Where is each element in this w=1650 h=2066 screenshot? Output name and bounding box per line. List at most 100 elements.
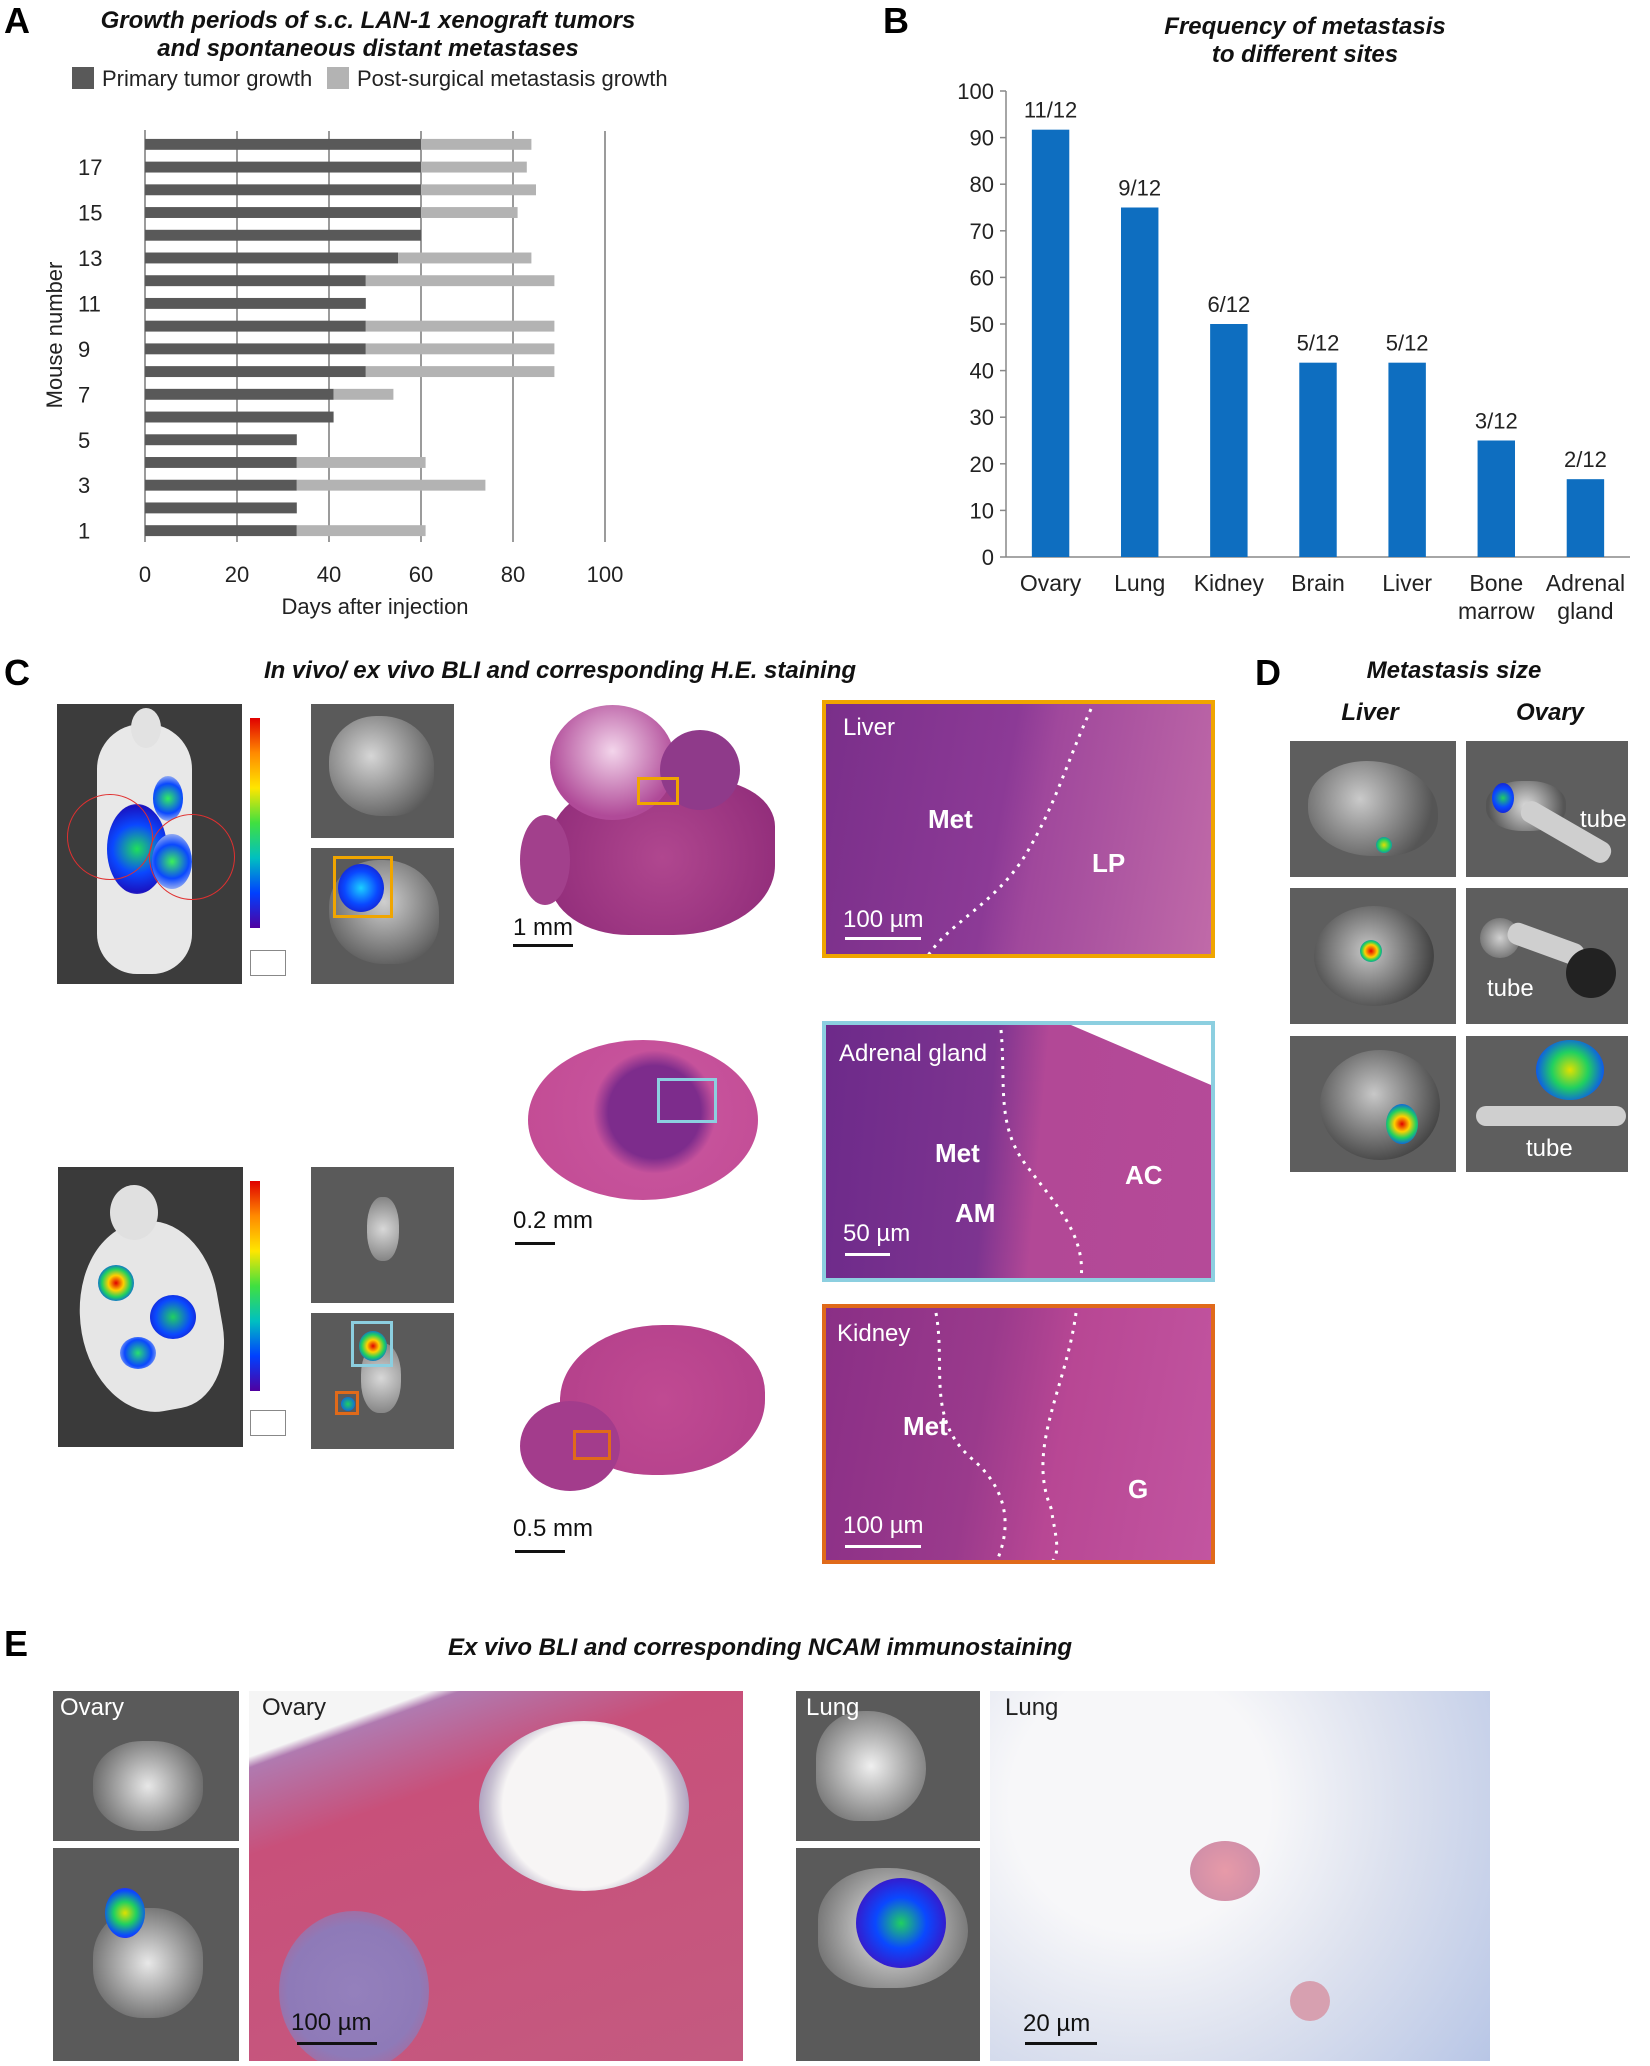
bar-primary-mouse-17 xyxy=(145,161,421,173)
chart-b-y-tick: 0 xyxy=(982,545,994,570)
chart-a-y-label: Mouse number xyxy=(42,262,67,409)
lp-label: LP xyxy=(1092,848,1126,878)
bar-post-surgical-mouse-3 xyxy=(296,479,486,491)
chart-a-y-tick: 13 xyxy=(78,246,102,271)
ex-vivo-liver-image xyxy=(311,704,454,838)
chart-b-y-tick: 70 xyxy=(970,219,994,244)
bar-primary-mouse-6 xyxy=(145,411,334,423)
bar-post-surgical-mouse-7 xyxy=(333,388,394,400)
bar-primary-mouse-1 xyxy=(145,525,297,537)
panel-letter-e: E xyxy=(4,1623,29,1664)
bar-lung xyxy=(1120,207,1159,557)
micro-scale-kidney: 100 µm xyxy=(843,1512,924,1539)
scale-label-liver: 1 mm xyxy=(513,914,573,941)
legend-label-primary: Primary tumor growth xyxy=(102,66,312,91)
e-lung-label-1: Lung xyxy=(806,1694,860,1721)
mouse-bli-image-1 xyxy=(57,704,242,984)
bar-primary-mouse-15 xyxy=(145,207,421,218)
micro-scale-adrenal: 50 µm xyxy=(843,1220,911,1247)
legend-swatch-post-surgical xyxy=(327,67,349,89)
e-ovary-label-1: Ovary xyxy=(60,1694,125,1721)
chart-a-x-tick: 0 xyxy=(139,562,151,587)
category-label-adrenal-gland-line2: gland xyxy=(1557,598,1613,624)
color-scale-legend-1 xyxy=(250,950,286,976)
tissue-label-kidney: Kidney xyxy=(837,1320,911,1347)
data-label-brain: 5/12 xyxy=(1297,331,1340,356)
d-ovary-image-3 xyxy=(1466,1036,1628,1172)
micro-scale-bar-adrenal xyxy=(845,1253,890,1256)
chart-b-y-tick: 60 xyxy=(970,265,994,290)
chart-a-title-line1: Growth periods of s.c. LAN-1 xenograft t… xyxy=(101,7,636,34)
tissue-label-liver: Liver xyxy=(843,714,896,741)
chart-b-y-tick: 50 xyxy=(970,312,994,337)
scale-label-kidney: 0.5 mm xyxy=(513,1515,594,1542)
category-label-ovary: Ovary xyxy=(1020,570,1082,596)
data-label-kidney: 6/12 xyxy=(1207,292,1250,317)
e-ovary-scale: 100 µm xyxy=(291,2009,372,2036)
d-liver-image-2 xyxy=(1290,888,1456,1024)
chart-a-y-tick: 5 xyxy=(78,428,90,453)
bar-post-surgical-mouse-17 xyxy=(421,161,527,173)
chart-a-x-tick: 20 xyxy=(225,562,249,587)
d-liver-image-3 xyxy=(1290,1036,1456,1172)
bar-primary-mouse-13 xyxy=(145,252,398,264)
panel-d-col-ovary: Ovary xyxy=(1515,699,1585,726)
e-ovary-bli-image-2 xyxy=(53,1848,239,2061)
chart-b-title-line2: to different sites xyxy=(1212,41,1398,68)
scale-bar-kidney xyxy=(515,1550,565,1553)
chart-a-x-label: Days after injection xyxy=(281,594,468,619)
bar-post-surgical-mouse-9 xyxy=(365,343,555,355)
bar-primary-mouse-9 xyxy=(145,343,366,355)
d-ovary-image-2 xyxy=(1466,888,1628,1024)
mouse-bli-image-2 xyxy=(58,1167,243,1447)
chart-b-title-line1: Frequency of metastasis xyxy=(1164,13,1445,40)
chart-a-y-tick: 1 xyxy=(78,519,90,544)
bar-primary-mouse-10 xyxy=(145,320,366,332)
bar-primary-mouse-14 xyxy=(145,229,421,241)
chart-a-x-tick: 80 xyxy=(501,562,525,587)
ex-vivo-adrenal-bli-image xyxy=(311,1313,454,1449)
bar-post-surgical-mouse-8 xyxy=(365,366,555,378)
panel-letter-d: D xyxy=(1255,652,1281,693)
d-tube-label-3: tube xyxy=(1526,1135,1573,1162)
panel-letter-a: A xyxy=(4,0,30,41)
panel-letter-c: C xyxy=(4,652,30,693)
chart-b-y-tick: 20 xyxy=(970,452,994,477)
e-lung-ncam-micrograph xyxy=(990,1691,1490,2061)
bar-post-surgical-mouse-10 xyxy=(365,320,555,332)
chart-a-y-tick: 9 xyxy=(78,337,90,362)
met-label-kidney: Met xyxy=(903,1411,948,1441)
e-ovary-scale-bar xyxy=(297,2042,377,2045)
micro-scale-bar-liver xyxy=(845,937,921,940)
chart-a-y-tick: 15 xyxy=(78,201,102,226)
bar-primary-mouse-2 xyxy=(145,502,297,514)
category-label-brain: Brain xyxy=(1291,570,1345,596)
e-lung-label-2: Lung xyxy=(1005,1694,1059,1721)
legend-label-post-surgical: Post-surgical metastasis growth xyxy=(357,66,668,91)
scale-bar-adrenal xyxy=(515,1242,555,1245)
data-label-lung: 9/12 xyxy=(1118,176,1161,201)
chart-a-y-tick: 3 xyxy=(78,473,90,498)
e-ovary-bli-image-1 xyxy=(53,1691,239,1841)
chart-b-y-tick: 90 xyxy=(970,126,994,151)
category-label-bone-marrow-line1: Bone xyxy=(1469,570,1523,596)
am-label: AM xyxy=(955,1198,996,1228)
scale-bar-liver xyxy=(513,944,573,947)
bar-post-surgical-mouse-12 xyxy=(365,275,555,287)
micrograph-kidney xyxy=(822,1304,1215,1564)
bar-post-surgical-mouse-13 xyxy=(398,252,532,264)
panel-d-col-liver: Liver xyxy=(1341,699,1399,726)
bar-post-surgical-mouse-16 xyxy=(421,184,536,196)
scale-label-adrenal: 0.2 mm xyxy=(513,1207,594,1234)
bar-primary-mouse-18 xyxy=(145,138,421,150)
he-kidney-section xyxy=(518,1321,774,1511)
category-label-lung: Lung xyxy=(1114,570,1165,596)
d-liver-image-1 xyxy=(1290,741,1456,877)
panel-c-title: In vivo/ ex vivo BLI and corresponding H… xyxy=(263,657,857,684)
bar-brain xyxy=(1299,362,1337,557)
chart-b-y-tick: 80 xyxy=(970,172,994,197)
bar-post-surgical-mouse-15 xyxy=(421,207,518,218)
d-ovary-image-1 xyxy=(1466,741,1628,877)
bar-post-surgical-mouse-1 xyxy=(296,525,426,537)
